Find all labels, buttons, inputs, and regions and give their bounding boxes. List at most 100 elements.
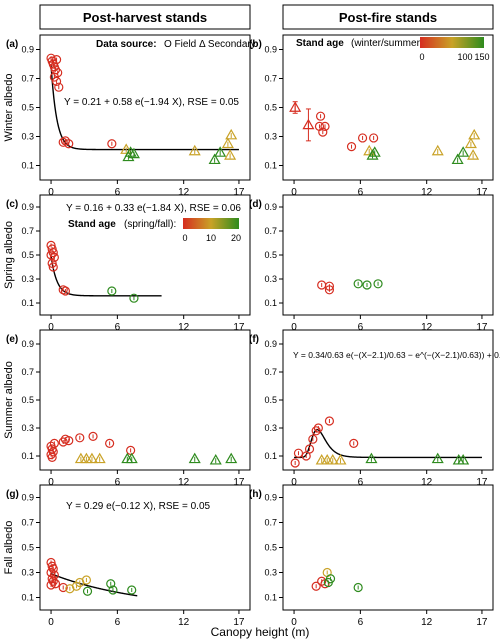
data-point-field bbox=[311, 426, 321, 436]
data-point-field bbox=[293, 448, 304, 458]
y-axis-label: Summer albedo bbox=[3, 361, 15, 439]
panel-c: (c) 0.1 0.3 0.5 0.7 0.9 0 6 12 17 Spring albedo Y =… bbox=[3, 194, 251, 333]
plot-frame bbox=[282, 194, 494, 316]
y-tick-label: 0.3 bbox=[21, 274, 34, 284]
data-point-field bbox=[58, 582, 68, 593]
panel-label: (c) bbox=[6, 199, 18, 210]
y-tick-label: 0.5 bbox=[264, 103, 277, 113]
panel-label: (g) bbox=[6, 489, 19, 500]
equation-text: Y = 0.21 + 0.58 e(−1.94 X), RSE = 0.05 bbox=[64, 97, 239, 108]
y-tick-label: 0.1 bbox=[21, 298, 34, 308]
data-point-field bbox=[320, 121, 330, 131]
winter-age-label: Stand age bbox=[296, 38, 344, 49]
y-tick-label: 0.3 bbox=[264, 423, 277, 433]
panel-a: (a) 0.1 0.3 0.5 0.7 0.9 0 6 12 17 Winter albedo Y =… bbox=[3, 34, 251, 198]
data-point-field bbox=[369, 133, 379, 143]
data-point-secondary bbox=[224, 149, 237, 160]
data-point-field bbox=[64, 436, 74, 446]
y-tick-label: 0.5 bbox=[264, 250, 277, 260]
fit-curve bbox=[50, 256, 162, 297]
y-tick-label: 0.9 bbox=[264, 493, 277, 503]
data-point-field bbox=[308, 434, 318, 444]
data-point-secondary bbox=[225, 452, 238, 464]
spring-tick-0: 0 bbox=[182, 233, 187, 243]
y-tick-label: 0.3 bbox=[21, 423, 34, 433]
data-source-text: O Field Δ Secondary bbox=[164, 39, 256, 50]
header-right: Post-fire stands bbox=[282, 4, 494, 30]
data-source-legend: Data source: O Field Δ Secondary bbox=[96, 39, 256, 50]
data-point-secondary bbox=[188, 144, 201, 156]
data-point-secondary bbox=[363, 144, 376, 156]
panel-b: (b) 0.1 0.3 0.5 0.7 0.9 0 6 12 17 bbox=[249, 34, 494, 198]
spring-tick-2: 20 bbox=[231, 233, 241, 243]
winter-tick-0: 0 bbox=[419, 52, 424, 62]
x-tick-label: 12 bbox=[178, 617, 190, 628]
data-point-field bbox=[353, 582, 363, 593]
x-tick-label: 12 bbox=[421, 477, 433, 488]
data-point-field bbox=[47, 258, 57, 268]
data-point-secondary bbox=[326, 453, 339, 465]
data-point-secondary bbox=[188, 452, 201, 464]
y-tick-label: 0.5 bbox=[264, 395, 277, 405]
data-point-field bbox=[323, 577, 333, 588]
data-point-field bbox=[357, 133, 368, 143]
data-point-secondary bbox=[221, 137, 234, 149]
x-tick-label: 6 bbox=[115, 617, 121, 628]
data-point-field bbox=[60, 286, 71, 296]
x-tick-label: 17 bbox=[476, 322, 488, 333]
y-axis-label: Winter albedo bbox=[3, 74, 15, 142]
y-tick-label: 0.1 bbox=[264, 451, 277, 461]
y-tick-label: 0.9 bbox=[21, 339, 34, 349]
data-point-field bbox=[311, 581, 321, 591]
data-point-secondary bbox=[468, 128, 481, 140]
spring-age-sub: (spring/fall): bbox=[124, 219, 176, 230]
data-point-field bbox=[75, 433, 85, 443]
y-tick-label: 0.5 bbox=[264, 543, 277, 553]
x-tick-label: 12 bbox=[178, 187, 190, 198]
y-axis-label: Fall albedo bbox=[3, 521, 15, 575]
y-tick-label: 0.7 bbox=[264, 226, 277, 236]
x-tick-label: 0 bbox=[291, 322, 297, 333]
y-tick-label: 0.1 bbox=[264, 161, 277, 171]
data-point-field bbox=[362, 280, 372, 290]
y-tick-label: 0.3 bbox=[21, 132, 34, 142]
fit-curve bbox=[294, 428, 482, 459]
age-legend-winter: Stand age (winter/summer): 0 100 150 bbox=[296, 37, 490, 62]
y-tick-label: 0.9 bbox=[264, 202, 277, 212]
y-tick-label: 0.1 bbox=[21, 161, 34, 171]
x-tick-label: 6 bbox=[115, 322, 121, 333]
winter-tick-1: 100 bbox=[457, 52, 472, 62]
data-point-field bbox=[82, 586, 93, 596]
y-tick-label: 0.3 bbox=[264, 568, 277, 578]
y-tick-label: 0.1 bbox=[264, 593, 277, 603]
data-point-field bbox=[315, 111, 326, 121]
x-tick-label: 12 bbox=[178, 322, 190, 333]
data-point-secondary bbox=[457, 453, 470, 465]
data-point-field bbox=[54, 82, 64, 92]
y-tick-label: 0.9 bbox=[21, 202, 34, 212]
data-point-field bbox=[88, 431, 98, 441]
y-tick-label: 0.9 bbox=[264, 339, 277, 349]
data-point-field bbox=[49, 72, 59, 82]
data-point-secondary bbox=[124, 146, 137, 157]
y-tick-label: 0.7 bbox=[264, 518, 277, 528]
data-point-secondary bbox=[85, 452, 98, 464]
x-tick-label: 6 bbox=[115, 477, 121, 488]
data-point-secondary bbox=[225, 128, 238, 140]
x-tick-label: 6 bbox=[358, 477, 364, 488]
data-point-field bbox=[129, 293, 139, 303]
fit-curve bbox=[50, 573, 138, 597]
y-tick-label: 0.9 bbox=[21, 45, 34, 55]
y-tick-label: 0.7 bbox=[21, 518, 34, 528]
data-point-field bbox=[48, 262, 58, 272]
spring-tick-1: 10 bbox=[206, 233, 216, 243]
fit-curve bbox=[50, 65, 239, 151]
data-point-field bbox=[106, 579, 116, 589]
y-tick-label: 0.3 bbox=[21, 568, 34, 578]
data-point-secondary bbox=[431, 144, 444, 156]
data-point-field bbox=[127, 585, 137, 595]
data-point-field bbox=[51, 76, 62, 87]
x-tick-label: 17 bbox=[476, 187, 488, 198]
spring-age-colorbar bbox=[183, 218, 239, 229]
